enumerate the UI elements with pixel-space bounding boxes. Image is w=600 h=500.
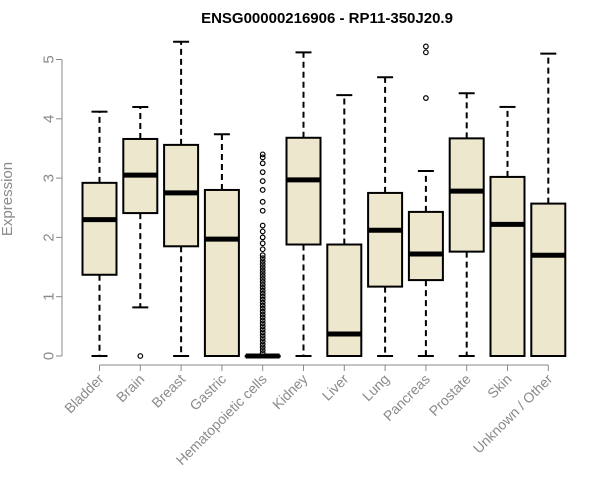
box-rect [285,136,322,246]
y-tick-label: 4 [41,115,58,123]
outlier-point [259,267,266,273]
y-tick-label: 5 [41,55,58,63]
box-pancreas [407,43,444,357]
x-tick-label: Bladder [61,371,107,417]
outlier-point [259,296,266,303]
outlier-point [259,308,266,315]
outlier-point [423,49,429,56]
y-tick-label: 2 [41,233,58,241]
box-gastric [203,133,240,357]
y-tick-label: 3 [41,174,58,182]
y-tick-label: 1 [41,293,58,301]
outlier-point [423,95,429,101]
outlier-point [259,329,266,336]
outlier-point [259,160,266,167]
outlier-point [259,332,266,339]
outlier-point [259,281,266,288]
outlier-point [259,246,266,253]
box-rect [203,188,240,357]
outlier-point [259,326,266,333]
box-brain [122,105,159,359]
outlier-point [259,299,266,306]
outlier-point [423,43,429,50]
outlier-point [259,198,266,205]
outlier-point [259,320,266,327]
outlier-point [259,314,266,321]
outlier-point [259,338,266,345]
outlier-point [259,228,266,235]
outlier-point [259,341,266,348]
box-hematopoietic-cells [244,151,281,359]
outlier-point [259,287,266,294]
x-tick-label: Brain [113,371,147,405]
box-rect [489,175,526,357]
outlier-point [259,350,266,356]
box-rect [407,210,444,282]
y-tick-label: 0 [41,352,58,360]
box-rect [448,137,485,253]
outlier-point [259,335,266,342]
outlier-point [259,273,266,279]
outlier-point [259,317,266,324]
outlier-point [259,261,266,267]
outlier-point [259,347,266,353]
outlier-point [259,278,266,285]
outlier-point [259,305,266,312]
x-tick-label: Kidney [269,371,311,413]
outlier-point [259,258,266,265]
outlier-point [259,234,266,241]
outlier-point [259,187,266,193]
outlier-point [259,302,266,309]
x-tick-label: Prostate [426,371,474,419]
outlier-point [259,151,266,158]
outlier-point [259,207,266,214]
box-rect [530,202,567,357]
box-kidney [285,51,322,357]
box-breast [163,40,200,357]
x-tick-label: Skin [484,371,515,402]
outlier-point [259,154,266,161]
outlier-point [259,290,266,297]
outlier-point [259,293,266,300]
box-bladder [81,110,118,357]
outlier-point [259,323,266,330]
box-prostate [448,92,485,357]
box-rect [163,143,200,248]
x-tick-label: Liver [319,371,352,404]
box-rect [81,181,118,276]
outlier-point [259,344,266,351]
outlier-point [259,284,266,291]
outlier-point [259,252,266,259]
outlier-point [259,270,266,276]
outlier-point [137,353,144,359]
chart-title: ENSG00000216906 - RP11-350J20.9 [201,10,453,27]
boxes-group [81,40,567,359]
outlier-point [259,264,266,270]
x-tick-label: Lung [359,371,392,404]
outlier-point [259,276,266,282]
box-unknown-other [530,52,567,357]
box-liver [326,94,363,358]
outlier-point [259,255,266,262]
outlier-point [259,178,266,184]
x-tick-label: Breast [148,371,188,411]
outlier-point [259,222,266,229]
box-skin [489,105,526,357]
outlier-point [259,169,266,176]
box-rect [326,243,363,358]
outlier-point [259,240,266,247]
y-axis: 0 1 2 3 4 5 [41,55,63,360]
y-axis-label: Expression [0,162,16,236]
box-rect [367,191,404,288]
box-lung [367,76,404,357]
outlier-point [259,311,266,318]
